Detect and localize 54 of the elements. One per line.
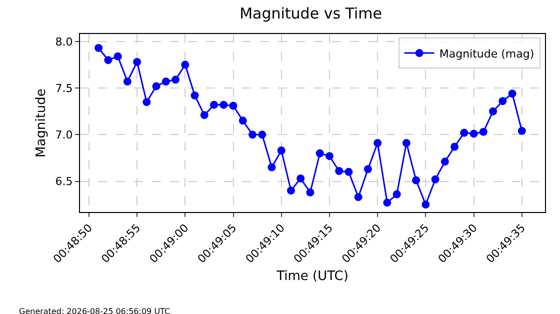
point — [296, 174, 305, 182]
point — [104, 56, 112, 64]
point — [229, 102, 238, 110]
point — [200, 111, 208, 120]
point — [258, 130, 266, 139]
y-axis-title: Magnitude — [34, 88, 50, 158]
point — [238, 116, 247, 125]
point — [470, 130, 478, 138]
point — [248, 130, 256, 139]
point — [210, 100, 218, 109]
point — [460, 128, 468, 137]
point — [412, 176, 420, 184]
y-tick-label: 6.5 — [55, 175, 73, 188]
point — [277, 146, 286, 154]
point — [518, 126, 526, 135]
point — [152, 82, 160, 90]
point — [479, 128, 488, 136]
point — [123, 78, 132, 86]
y-tick-label: 8.0 — [55, 35, 73, 48]
point — [286, 186, 295, 195]
point — [220, 100, 228, 109]
point — [422, 200, 430, 209]
legend-label: Magnitude (mag) — [439, 47, 534, 60]
point — [114, 52, 122, 60]
point — [392, 190, 401, 198]
point — [335, 166, 344, 175]
point — [316, 149, 324, 158]
x-axis-title: Time (UTC) — [276, 269, 348, 284]
point — [306, 188, 314, 196]
point — [383, 198, 392, 207]
y-tick-label: 7.0 — [55, 128, 73, 142]
point — [498, 97, 507, 106]
point — [133, 58, 142, 66]
point — [325, 152, 334, 160]
point — [440, 158, 449, 166]
y-tick-label: 7.5 — [55, 82, 73, 95]
point — [402, 139, 410, 148]
point — [268, 163, 276, 172]
text: Generated: 2026-08-25 06:56:09 UTC — [19, 307, 170, 314]
point — [508, 90, 516, 98]
point — [450, 142, 459, 151]
point — [142, 98, 151, 106]
chart-title: Magnitude vs Time — [240, 4, 382, 22]
point — [374, 139, 382, 148]
point — [181, 60, 190, 69]
point — [344, 168, 353, 176]
point — [489, 107, 498, 116]
point — [190, 92, 199, 100]
point — [172, 76, 180, 84]
point — [162, 78, 170, 86]
point — [431, 175, 440, 184]
point — [354, 193, 362, 202]
point — [94, 44, 103, 52]
point — [364, 165, 372, 174]
